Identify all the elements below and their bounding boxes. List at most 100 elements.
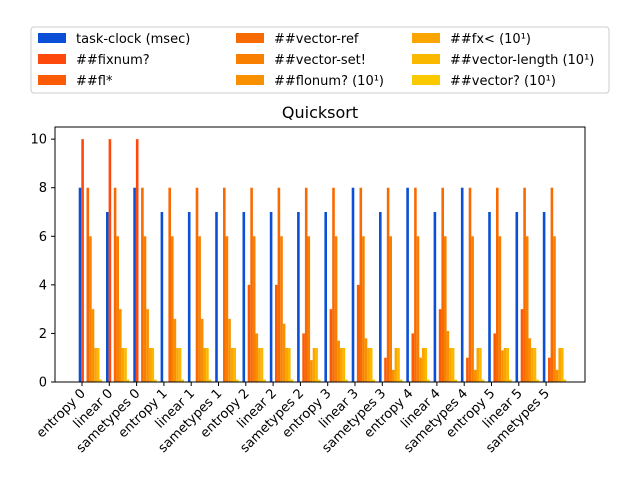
bar [181,379,184,382]
legend-swatch [236,75,264,85]
bar [290,379,294,382]
bar [310,360,313,382]
bar [119,309,122,382]
bar [106,212,109,382]
bar [342,348,346,382]
legend: task-clock (msec) ##fixnum? ##fl* ##vector-… [30,26,610,94]
bar [113,187,117,382]
y-tick-label: 6 [39,230,47,245]
bar [146,309,149,382]
bar [151,348,155,382]
bar [252,236,256,382]
bar [94,348,97,382]
bar [143,236,147,382]
bar [481,379,485,382]
bar [223,187,226,382]
bar [531,348,534,382]
bar [444,236,447,382]
bar [198,236,201,382]
axes-frame [54,126,586,383]
bar [503,348,507,382]
bar [297,212,300,382]
bar [460,187,464,382]
bar [433,212,437,382]
legend-swatch [236,33,264,43]
legend-label: ##fx< (10¹) [450,32,531,47]
bar [208,379,212,382]
bar [89,236,92,382]
bar [236,379,239,382]
bar [555,369,559,382]
bar [187,212,191,382]
bar [509,379,512,382]
bar [154,379,157,382]
bar [135,139,139,382]
bar [563,379,567,382]
bar [81,139,84,382]
y-tick-label: 8 [39,181,47,196]
legend-label: ##vector-set! [274,53,366,68]
bar [269,212,273,382]
bar [275,284,278,382]
bar [324,212,327,382]
bar [91,309,95,382]
legend-label: ##vector? (10¹) [450,74,556,89]
bar [108,139,112,382]
y-tick-label: 2 [39,327,47,342]
legend-swatch [412,75,440,85]
legend-label: ##fl* [76,74,113,89]
bar [394,348,398,382]
legend-label: ##flonum? (10¹) [274,74,384,89]
bar [168,187,171,382]
bar [233,348,236,382]
bar [260,348,264,382]
bar [528,338,532,382]
bar [362,236,365,382]
bar [277,187,281,382]
bar [315,348,318,382]
bar [498,236,502,382]
legend-label: task-clock (msec) [76,32,190,47]
bar [359,187,363,382]
bar [454,379,457,382]
bar [250,187,253,382]
bar [124,348,127,382]
legend-label: ##fixnum? [76,53,150,68]
legend-swatch [38,75,66,85]
bar [356,284,360,382]
bar [451,348,455,382]
bar [86,187,90,382]
bar [263,379,266,382]
bar [176,348,179,382]
bar [424,348,428,382]
bar [473,369,477,382]
bar [548,357,551,382]
bar [99,379,103,382]
bar [446,331,450,382]
bar [285,348,288,382]
bar [369,348,373,382]
bar [488,212,491,382]
bar [466,357,469,382]
y-tick-label: 0 [39,376,47,391]
bar [307,236,311,382]
legend-frame [30,26,610,94]
bar [337,340,340,382]
bar [533,348,537,382]
bar [372,379,376,382]
bar [121,348,125,382]
bar [553,236,556,382]
bar [471,236,474,382]
bar [230,348,234,382]
legend-swatch [412,33,440,43]
bar [304,187,308,382]
legend-swatch [412,54,440,64]
chart-title: Quicksort [282,103,358,122]
bar [258,348,261,382]
bar [438,309,442,382]
legend-swatch [38,33,66,43]
bar [386,187,390,382]
legend-label: ##vector-ref [274,32,359,47]
